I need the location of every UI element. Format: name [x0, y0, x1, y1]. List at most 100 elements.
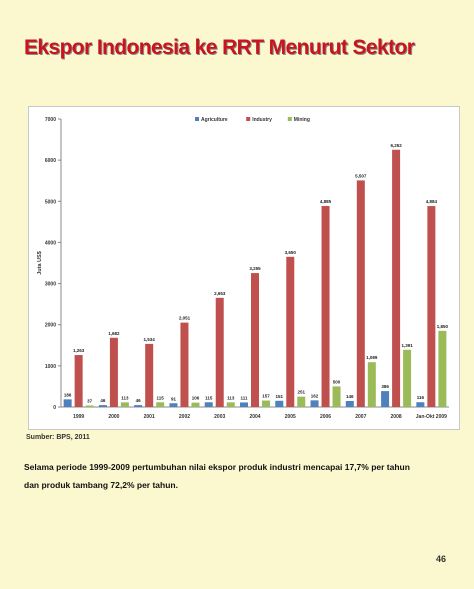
bar-agriculture: [310, 400, 319, 407]
bar-industry: [286, 256, 295, 407]
bar-label-agriculture: 162: [311, 393, 319, 398]
caption-line-1: Selama periode 1999-2009 pertumbuhan nil…: [24, 462, 410, 472]
x-axis: 1999 2000 2001 2002 2003 2004 2005 2006 2007 2008…: [61, 406, 449, 420]
bar-agriculture: [275, 400, 284, 407]
bar-label-agriculture: 91: [171, 396, 177, 401]
bar-label-industry: 1,534: [144, 337, 156, 342]
bar-label-mining: 115: [157, 395, 165, 400]
x-tick-label: Jan-Okt 2009: [416, 414, 447, 420]
bar-agriculture: [169, 403, 178, 407]
bar-mining: [367, 362, 376, 407]
legend-label-mining: Mining: [294, 117, 310, 123]
bar-label-industry: 3,255: [249, 266, 261, 271]
bar-agriculture: [204, 402, 213, 407]
bar-label-mining: 1,391: [401, 343, 413, 348]
bar-label-mining: 113: [227, 395, 235, 400]
bar-agriculture: [63, 399, 72, 407]
chart-panel: Agriculture Industry Mining 0 1000 2000 3000 4…: [28, 106, 460, 430]
legend-swatch-mining: [287, 117, 292, 121]
y-tick-label: 1000: [45, 364, 56, 370]
bar-label-mining: 1,089: [366, 355, 378, 360]
x-tick-label: 2007: [355, 414, 366, 420]
bar-industry: [427, 206, 436, 407]
bar-industry: [321, 206, 330, 407]
bar-agriculture: [345, 400, 354, 407]
bar-label-mining: 37: [87, 398, 93, 403]
bar-mining: [85, 405, 94, 407]
bar-mining: [262, 400, 270, 407]
x-tick-label: 1999: [73, 414, 84, 420]
y-tick-label: 5000: [45, 199, 56, 205]
x-tick-label: 2006: [320, 414, 331, 420]
x-tick-label: 2002: [179, 414, 190, 420]
bar-mining: [226, 402, 235, 407]
bar-industry: [145, 343, 154, 407]
bar-label-industry: 4,885: [320, 199, 332, 204]
bar-label-industry: 4,884: [426, 199, 438, 204]
bar-label-mining: 157: [262, 394, 270, 399]
bar-mining: [297, 396, 306, 407]
bar-agriculture: [134, 405, 143, 407]
bar-mining: [156, 402, 165, 407]
bar-industry: [356, 180, 365, 407]
bar-label-mining: 106: [192, 396, 200, 401]
x-tick-label: 2005: [285, 414, 296, 420]
y-tick-label: 4000: [45, 240, 56, 246]
bar-mining: [403, 349, 412, 407]
slide-title: Ekspor Indonesia ke RRT Menurut Sektor: [24, 36, 415, 59]
bar-label-agriculture: 115: [205, 395, 213, 400]
bar-label-agriculture: 146: [346, 394, 354, 399]
bar-mining: [191, 402, 200, 407]
x-tick-label: 2004: [249, 414, 260, 420]
bar-agriculture: [381, 391, 390, 407]
bar-labels: 186 46 46 91 115 111 151 162 146 386 116 1,263 1,682…: [64, 143, 449, 404]
bar-industry: [180, 322, 189, 407]
bar-label-agriculture: 116: [417, 395, 425, 400]
y-tick-label: 7000: [45, 117, 56, 123]
legend-swatch-industry: [246, 117, 251, 121]
x-tick-label: 2008: [391, 414, 402, 420]
bar-label-agriculture: 386: [381, 384, 389, 389]
bar-label-agriculture: 111: [240, 395, 248, 400]
bars: [63, 149, 447, 408]
page-number: 46: [436, 554, 447, 564]
x-tick-label: 2000: [108, 414, 119, 420]
bar-label-agriculture: 46: [100, 398, 106, 403]
x-tick-label: 2001: [144, 414, 155, 420]
legend-label-industry: Industry: [252, 117, 272, 123]
bar-label-industry: 2,051: [179, 316, 191, 321]
bar-label-industry: 1,682: [108, 331, 120, 336]
chart-legend: Agriculture Industry Mining: [195, 117, 310, 123]
bar-label-mining: 1,850: [437, 324, 449, 329]
bar-industry: [74, 355, 83, 407]
x-tick-label: 2003: [214, 414, 225, 420]
bar-label-industry: 2,653: [214, 291, 226, 296]
bar-label-industry: 6,252: [390, 143, 402, 148]
bar-label-mining: 251: [298, 390, 306, 395]
caption-line-2: dan produk tambang 72,2% per tahun.: [24, 480, 178, 490]
y-tick-label: 3000: [45, 282, 56, 288]
bar-chart: Agriculture Industry Mining 0 1000 2000 3000 4…: [37, 117, 449, 420]
bar-mining: [438, 330, 447, 407]
bar-label-industry: 1,263: [73, 348, 85, 353]
bar-agriculture: [98, 405, 107, 407]
bar-mining: [332, 386, 341, 407]
bar-label-mining: 500: [333, 379, 341, 384]
bar-label-industry: 5,507: [355, 173, 367, 178]
bar-label-agriculture: 186: [64, 392, 72, 397]
y-tick-label: 6000: [45, 158, 56, 164]
bar-label-agriculture: 151: [276, 394, 284, 399]
y-axis-title: Juta US$: [37, 251, 43, 275]
bar-industry: [215, 297, 224, 407]
bar-label-agriculture: 46: [136, 398, 142, 403]
bar-mining: [120, 402, 129, 407]
source-note: Sumber: BPS, 2011: [26, 434, 90, 441]
bar-industry: [392, 149, 401, 408]
legend-label-agriculture: Agriculture: [201, 117, 228, 123]
y-axis: 0 1000 2000 3000 4000 5000 6000 7000 Juta US$: [37, 117, 62, 411]
y-tick-label: 0: [53, 405, 56, 411]
caption: Selama periode 1999-2009 pertumbuhan nil…: [24, 458, 454, 494]
bar-agriculture: [416, 402, 425, 407]
bar-agriculture: [240, 402, 248, 407]
legend-swatch-agriculture: [195, 117, 199, 121]
